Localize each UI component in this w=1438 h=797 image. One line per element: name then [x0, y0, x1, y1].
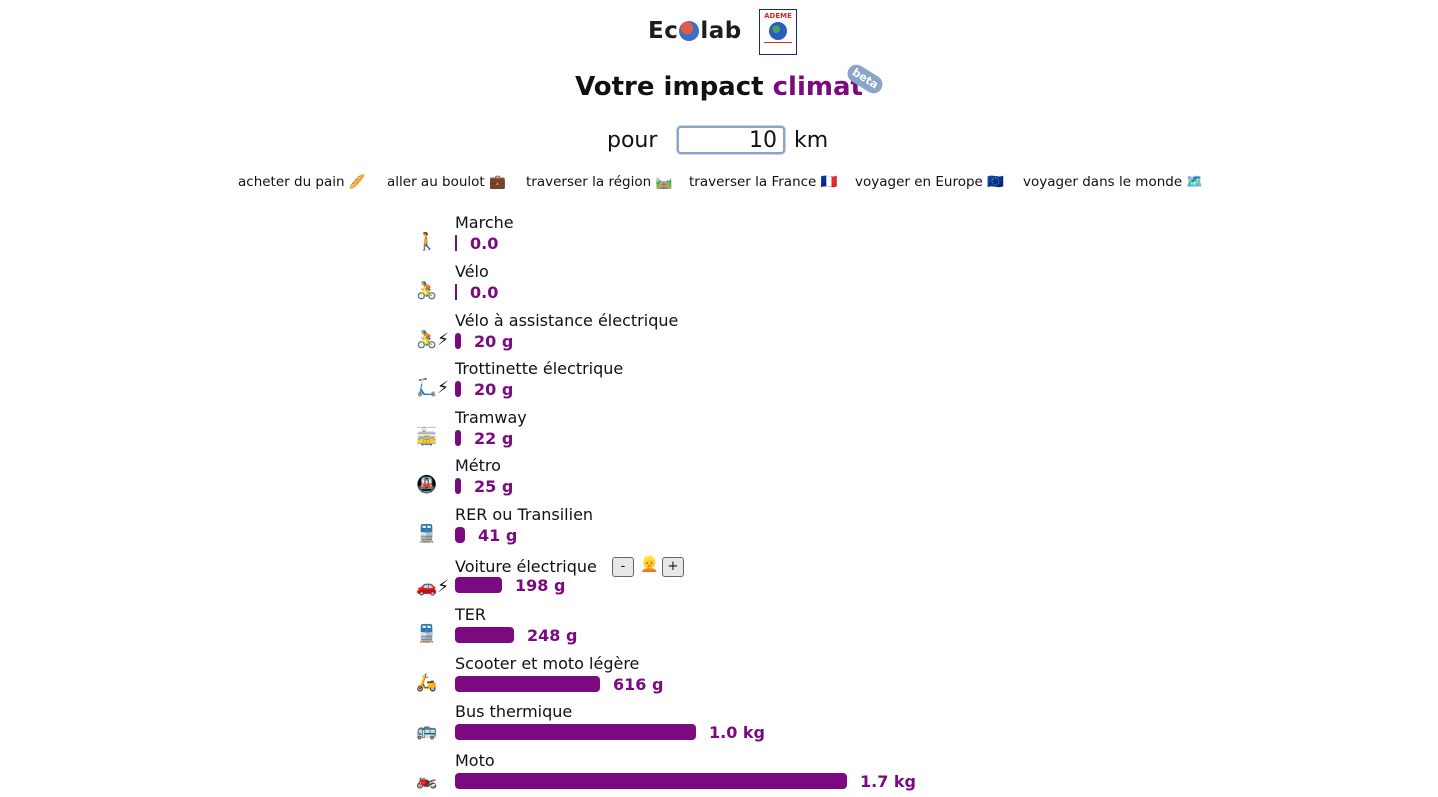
- preset-buy-bread[interactable]: acheter du pain 🥖: [238, 174, 366, 190]
- transport-name: TER: [455, 605, 486, 624]
- emission-value: 198 g: [515, 576, 566, 595]
- preset-region[interactable]: traverser la région 🛤️: [526, 174, 673, 190]
- transport-icon: 🛵: [416, 673, 438, 693]
- emission-value: 22 g: [474, 429, 514, 448]
- transport-name: Marche: [455, 213, 514, 232]
- emission-bar: [455, 724, 696, 740]
- transport-name: Tramway: [455, 408, 527, 427]
- preset-europe[interactable]: voyager en Europe 🇪🇺: [855, 174, 1004, 190]
- emission-bar: [455, 773, 847, 789]
- emission-value: 1.7 kg: [860, 772, 917, 791]
- emission-value: 0.0: [470, 234, 499, 253]
- globe-icon: [679, 21, 700, 41]
- ademe-label: ADEME: [764, 12, 792, 20]
- header-logos: Ec lab ADEME: [0, 9, 1438, 59]
- transport-icon: 🚋: [416, 427, 438, 447]
- emission-value: 20 g: [474, 332, 514, 351]
- distance-input[interactable]: [677, 126, 785, 154]
- title-start: Votre impact: [575, 72, 764, 102]
- transport-icon: 🚇: [416, 475, 438, 495]
- emission-bar: [455, 430, 461, 446]
- transport-name: RER ou Transilien: [455, 505, 594, 524]
- ecolab-logo[interactable]: Ec lab: [648, 18, 742, 44]
- logo-text-left: Ec: [648, 18, 679, 44]
- emission-bar: [455, 627, 514, 643]
- emission-bar: [455, 333, 461, 349]
- transport-icon: 🚴: [416, 281, 438, 301]
- transport-icon: 🏍️: [416, 770, 438, 790]
- emission-bar: [455, 478, 461, 494]
- emission-bar: [455, 235, 457, 251]
- emission-value: 25 g: [474, 477, 514, 496]
- emission-bar: [455, 284, 457, 300]
- preset-france[interactable]: traverser la France 🇫🇷: [689, 174, 838, 190]
- emission-value: 20 g: [474, 380, 514, 399]
- transport-name: Bus thermique: [455, 702, 573, 721]
- emission-bar: [455, 527, 465, 543]
- transport-icon: 🚗⚡: [416, 577, 450, 597]
- passenger-icon: 👱: [640, 555, 659, 573]
- transport-name: Voiture électrique: [455, 557, 597, 576]
- decrease-passengers-button[interactable]: -: [612, 557, 634, 577]
- ademe-logo[interactable]: ADEME: [759, 9, 797, 55]
- distance-row: pour km: [0, 126, 1438, 156]
- transport-name: Vélo: [455, 262, 489, 281]
- emission-bar: [455, 676, 600, 692]
- transport-icon: 🛴⚡: [416, 378, 450, 398]
- ademe-globe-icon: [769, 22, 787, 40]
- ademe-subtext: [764, 42, 792, 53]
- preset-world[interactable]: voyager dans le monde 🗺️: [1023, 174, 1204, 190]
- emission-bar: [455, 381, 461, 397]
- preset-commute[interactable]: aller au boulot 💼: [387, 174, 506, 190]
- transport-name: Vélo à assistance électrique: [455, 311, 679, 330]
- transport-icon: 🚶: [416, 232, 438, 252]
- increase-passengers-button[interactable]: +: [662, 557, 684, 577]
- transport-icon: 🚆: [416, 524, 438, 544]
- distance-unit: km: [794, 128, 829, 153]
- logo-text-right: lab: [700, 18, 742, 44]
- emission-value: 41 g: [478, 526, 518, 545]
- emission-value: 1.0 kg: [709, 723, 766, 742]
- transport-name: Scooter et moto légère: [455, 654, 640, 673]
- transport-name: Moto: [455, 751, 495, 770]
- transport-icon: 🚴⚡: [416, 330, 450, 350]
- transport-name: Métro: [455, 456, 501, 475]
- distance-prefix: pour: [607, 128, 658, 153]
- transport-icon: 🚆: [416, 624, 438, 644]
- emission-bar: [455, 577, 502, 593]
- emission-value: 616 g: [613, 675, 664, 694]
- emission-value: 0.0: [470, 283, 499, 302]
- page-title: Votre impact climat: [0, 72, 1438, 102]
- transport-name: Trottinette électrique: [455, 359, 624, 378]
- transport-icon: 🚌: [416, 721, 438, 741]
- emission-value: 248 g: [527, 626, 578, 645]
